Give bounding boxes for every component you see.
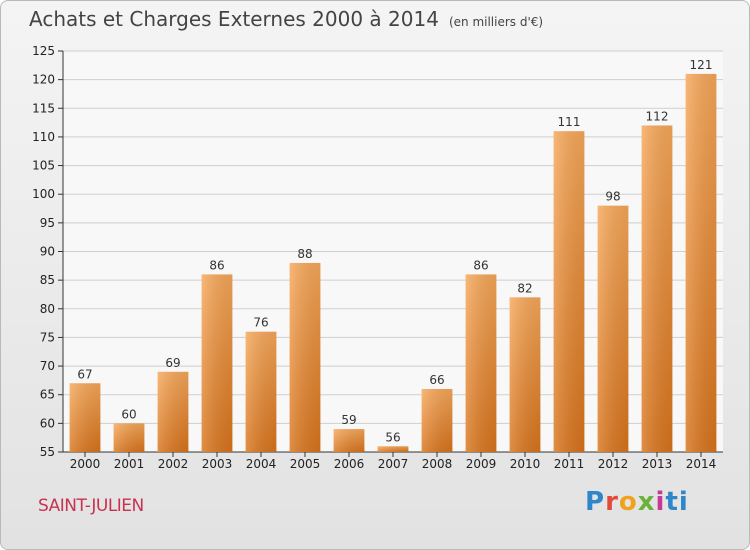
- x-tick-label: 2011: [554, 457, 585, 471]
- data-label: 82: [517, 281, 532, 295]
- chart-title-text: Achats et Charges Externes 2000 à 2014: [29, 7, 439, 31]
- data-label: 111: [558, 115, 581, 129]
- y-tick-label: 100: [32, 187, 55, 201]
- bar-shade: [245, 331, 277, 452]
- data-label: 98: [605, 190, 620, 204]
- x-tick-label: 2007: [378, 457, 409, 471]
- data-label: 76: [253, 316, 268, 330]
- bar-shade: [333, 429, 365, 452]
- x-tick-label: 2002: [158, 457, 189, 471]
- data-label: 67: [77, 367, 92, 381]
- bar-shade: [377, 446, 409, 452]
- bar-shade: [157, 371, 189, 452]
- y-tick-label: 60: [40, 416, 55, 430]
- data-label: 59: [341, 413, 356, 427]
- logo-letter: i: [655, 487, 666, 517]
- data-label: 60: [121, 407, 136, 421]
- bar-shade: [553, 131, 585, 452]
- bar-shade: [421, 388, 453, 452]
- chart-subtitle: (en milliers d'€): [448, 15, 544, 29]
- x-tick-label: 2004: [246, 457, 277, 471]
- x-tick-label: 2003: [202, 457, 233, 471]
- place-name: SAINT-JULIEN: [38, 496, 144, 516]
- y-tick-label: 80: [40, 302, 55, 316]
- data-label: 66: [429, 373, 444, 387]
- data-label: 56: [385, 430, 400, 444]
- y-tick-label: 85: [40, 273, 55, 287]
- bar-shade: [509, 297, 541, 452]
- data-label: 112: [646, 109, 669, 123]
- x-tick-label: 2006: [334, 457, 365, 471]
- bar-shade: [465, 274, 497, 452]
- x-tick-label: 2005: [290, 457, 321, 471]
- logo-letter: o: [618, 487, 638, 517]
- bar-shade: [113, 423, 145, 452]
- y-tick-label: 125: [32, 44, 55, 58]
- bar-shade: [69, 383, 101, 452]
- x-tick-label: 2012: [598, 457, 629, 471]
- x-tick-label: 2009: [466, 457, 497, 471]
- proxiti-logo: Proxiti: [585, 487, 689, 517]
- y-tick-label: 120: [32, 73, 55, 87]
- y-tick-label: 105: [32, 159, 55, 173]
- data-label: 86: [473, 258, 488, 272]
- bar-shade: [201, 274, 233, 452]
- data-label: 69: [165, 356, 180, 370]
- chart-title: Achats et Charges Externes 2000 à 2014 (e…: [29, 7, 543, 31]
- bar-shade: [641, 125, 673, 452]
- y-tick-label: 55: [40, 445, 55, 459]
- bar-shade: [685, 73, 717, 453]
- logo-letter: ti: [665, 487, 689, 517]
- x-tick-label: 2000: [70, 457, 101, 471]
- y-tick-label: 65: [40, 388, 55, 402]
- bar-shade: [289, 262, 321, 452]
- bar-shade: [597, 205, 629, 452]
- logo-letter: x: [637, 487, 656, 517]
- logo-letter: P: [585, 487, 606, 517]
- y-tick-label: 75: [40, 330, 55, 344]
- x-tick-label: 2013: [642, 457, 673, 471]
- y-tick-label: 70: [40, 359, 55, 373]
- x-tick-label: 2001: [114, 457, 145, 471]
- y-tick-label: 110: [32, 130, 55, 144]
- data-label: 86: [209, 258, 224, 272]
- data-label: 88: [297, 247, 312, 261]
- x-tick-label: 2014: [686, 457, 717, 471]
- x-tick-label: 2010: [510, 457, 541, 471]
- y-tick-label: 90: [40, 245, 55, 259]
- y-tick-label: 115: [32, 101, 55, 115]
- logo-letter: r: [605, 487, 619, 517]
- data-label: 121: [690, 58, 713, 72]
- x-tick-label: 2008: [422, 457, 453, 471]
- y-tick-label: 95: [40, 216, 55, 230]
